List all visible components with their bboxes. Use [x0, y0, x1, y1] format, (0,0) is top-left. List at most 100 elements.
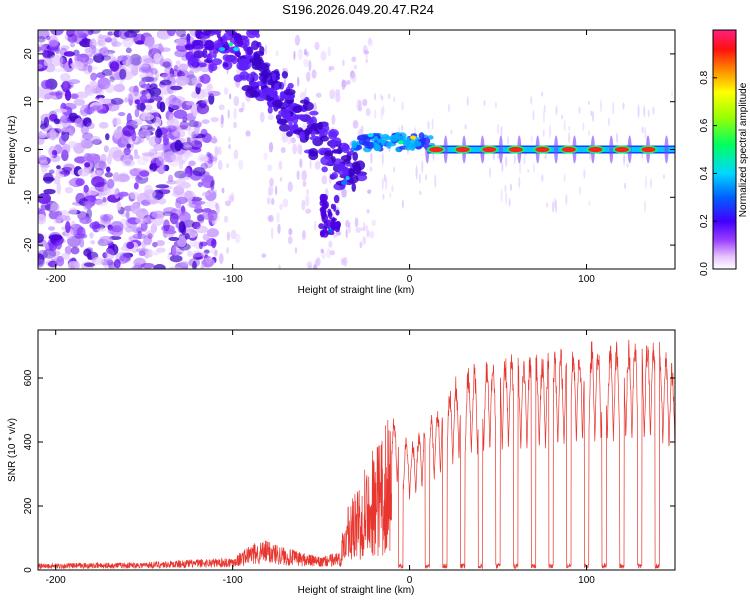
noise-blob — [84, 162, 91, 168]
noise-blob — [48, 169, 55, 175]
noise-blob — [518, 176, 521, 189]
signal-blob — [185, 51, 194, 62]
carrier-peak — [455, 146, 470, 153]
noise-blob — [125, 210, 130, 219]
signal-blob — [222, 62, 229, 68]
noise-blob — [60, 84, 73, 89]
noise-blob — [104, 172, 113, 178]
signal-blob — [246, 30, 258, 39]
noise-blob — [122, 159, 136, 167]
carrier-spike — [443, 135, 448, 164]
signal-blob — [309, 135, 322, 141]
noise-blob — [192, 260, 197, 269]
noise-blob — [150, 223, 158, 234]
noise-blob — [504, 184, 507, 193]
noise-blob — [40, 79, 52, 90]
y-tick-label: 0 — [23, 567, 34, 573]
noise-blob — [210, 137, 218, 144]
noise-blob — [197, 214, 205, 224]
noise-blob — [79, 216, 92, 225]
noise-blob — [166, 117, 180, 128]
noise-blob — [329, 89, 336, 100]
noise-blob — [103, 145, 109, 153]
noise-blob — [329, 250, 336, 256]
noise-blob — [188, 160, 196, 167]
noise-blob — [307, 264, 313, 269]
noise-blob — [652, 106, 655, 115]
signal-blob — [388, 134, 399, 142]
noise-blob — [188, 70, 195, 79]
noise-blob — [190, 65, 201, 73]
noise-blob — [38, 132, 47, 139]
noise-blob — [70, 246, 80, 255]
noise-blob — [85, 57, 94, 64]
noise-blob — [280, 147, 286, 154]
noise-blob — [38, 63, 43, 69]
noise-blob — [507, 135, 510, 145]
signal-blob — [357, 134, 367, 141]
noise-blob — [355, 227, 361, 233]
noise-blob — [226, 247, 230, 254]
noise-blob — [505, 156, 508, 168]
noise-blob — [146, 36, 155, 42]
noise-blob — [66, 30, 75, 38]
noise-blob — [136, 248, 148, 253]
noise-blob — [226, 231, 231, 241]
noise-blob — [368, 166, 373, 172]
noise-blob — [153, 264, 166, 269]
noise-blob — [75, 178, 85, 186]
signal-blob — [367, 133, 374, 138]
noise-blob — [483, 99, 486, 107]
noise-blob — [127, 64, 137, 70]
noise-blob — [214, 249, 218, 257]
noise-blob — [117, 111, 126, 117]
noise-blob — [530, 96, 533, 105]
noise-blob — [200, 73, 211, 84]
y-tick-label: 20 — [23, 48, 34, 60]
spectrogram-signal — [184, 30, 675, 238]
noise-blob — [500, 188, 503, 203]
noise-blob — [93, 160, 107, 171]
noise-blob — [297, 48, 303, 60]
noise-blob — [366, 229, 370, 238]
noise-blob — [152, 241, 158, 248]
noise-blob — [80, 137, 85, 146]
noise-blob — [98, 121, 109, 129]
noise-blob — [275, 50, 279, 57]
noise-blob — [228, 194, 235, 203]
noise-blob — [99, 235, 113, 245]
noise-blob — [100, 55, 112, 61]
carrier-peak — [482, 146, 497, 153]
noise-blob — [133, 182, 139, 190]
noise-blob — [89, 30, 101, 35]
noise-blob — [171, 245, 179, 256]
noise-blob — [327, 46, 331, 57]
noise-blob — [138, 80, 146, 88]
signal-blob — [326, 219, 332, 230]
noise-blob — [419, 190, 422, 196]
noise-blob — [68, 79, 81, 85]
noise-blob — [183, 141, 189, 150]
noise-blob — [38, 43, 45, 54]
colorbar-tick-label: 0.8 — [699, 70, 710, 84]
noise-blob — [354, 217, 359, 228]
noise-blob — [113, 129, 122, 140]
noise-blob — [90, 72, 98, 81]
noise-blob — [206, 83, 213, 92]
signal-blob — [209, 63, 218, 72]
noise-blob — [117, 55, 128, 62]
noise-blob — [181, 173, 188, 180]
noise-blob — [117, 137, 128, 148]
noise-blob — [183, 150, 193, 158]
noise-blob — [48, 39, 59, 49]
carrier-spike — [609, 135, 614, 164]
noise-blob — [194, 204, 203, 214]
noise-blob — [147, 233, 153, 240]
noise-blob — [179, 261, 189, 267]
noise-blob — [173, 109, 188, 119]
signal-blob — [231, 32, 239, 39]
noise-blob — [305, 71, 311, 82]
noise-blob — [145, 196, 158, 203]
signal-blob — [308, 117, 315, 125]
noise-blob — [71, 93, 79, 100]
